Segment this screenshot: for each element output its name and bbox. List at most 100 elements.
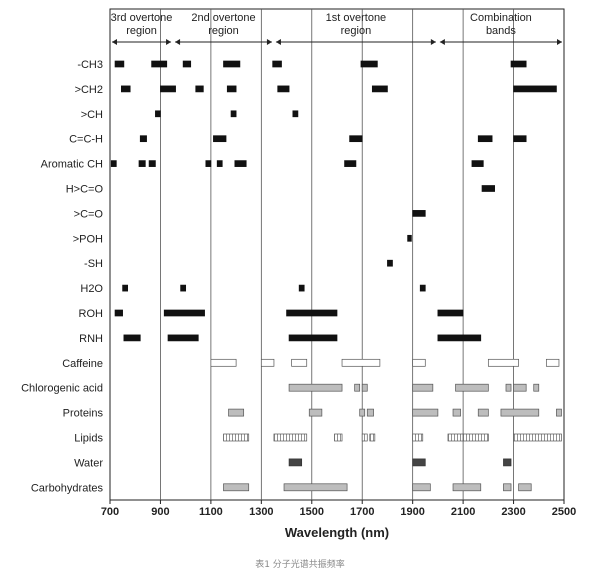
band-caffeine: [412, 358, 426, 367]
band-ch3: [114, 60, 125, 68]
band-ch3: [182, 60, 192, 68]
band-ch2: [226, 85, 237, 93]
x-tick-label: 1300: [249, 506, 273, 518]
band-c-c-h: [213, 135, 227, 143]
band-aromatic-ch: [216, 160, 223, 167]
band-lipids: [223, 433, 250, 442]
arrow-head: [275, 39, 281, 45]
band-c-c-h: [513, 135, 527, 143]
x-tick-label: 1100: [199, 506, 223, 518]
band-caffeine: [291, 358, 308, 367]
band-rnh: [167, 334, 199, 342]
band-proteins: [477, 408, 489, 417]
arrow-head: [557, 39, 562, 45]
band-aromatic-ch: [138, 160, 146, 167]
arrow-head: [175, 39, 181, 45]
region-label: region: [341, 25, 372, 37]
band-aromatic-ch: [205, 160, 212, 167]
row-label-sh: -SH: [84, 258, 103, 270]
band-sh: [387, 259, 393, 267]
x-tick-label: 1700: [350, 506, 374, 518]
row-label-lipids: Lipids: [74, 433, 103, 445]
x-tick-label: 1500: [300, 506, 324, 518]
row-label-roh: ROH: [79, 308, 104, 320]
band-carbohydrates: [412, 483, 431, 492]
band-proteins: [308, 408, 323, 417]
band-h2o: [180, 284, 187, 292]
band-aromatic-ch: [471, 160, 484, 167]
band-ch2: [195, 85, 204, 93]
row-label-ch2: >CH2: [75, 84, 103, 96]
band-aromatic-ch: [344, 160, 357, 167]
x-tick-label: 1900: [400, 506, 424, 518]
row-label-c-o: >C=O: [74, 208, 104, 220]
region-label: 2nd overtone: [191, 12, 255, 24]
band-ch2: [371, 85, 388, 93]
x-tick-label: 700: [101, 506, 119, 518]
band-h-c-o: [481, 185, 495, 192]
row-label-poh: >POH: [73, 233, 103, 245]
band-ch3: [510, 60, 527, 68]
x-tick-label: 2300: [501, 506, 525, 518]
band-lipids: [412, 433, 424, 442]
band-ch2: [120, 85, 131, 93]
x-tick-label: 900: [151, 506, 169, 518]
band-carbohydrates: [503, 483, 512, 492]
band-proteins: [228, 408, 245, 417]
x-axis-label: Wavelength (nm): [285, 525, 389, 540]
band-aromatic-ch: [234, 160, 247, 167]
region-label: region: [208, 25, 239, 37]
band-aromatic-ch: [148, 160, 156, 167]
band-rnh: [437, 334, 482, 342]
band-ch: [155, 110, 161, 118]
row-label-ch: >CH: [81, 109, 103, 121]
x-tick-label: 2100: [451, 506, 475, 518]
band-lipids: [462, 433, 489, 442]
row-label-carbohydrates: Carbohydrates: [31, 482, 104, 494]
band-ch3: [223, 60, 241, 68]
band-chlorogenic-acid: [455, 383, 489, 392]
arrow-head: [166, 39, 172, 45]
band-ch3: [360, 60, 378, 68]
band-roh: [286, 309, 338, 317]
arrow-head: [439, 39, 445, 45]
band-lipids: [513, 433, 562, 442]
band-c-c-h: [349, 135, 363, 143]
band-water: [412, 458, 426, 467]
region-label: bands: [486, 25, 516, 37]
band-water: [503, 458, 512, 467]
x-tick-label: 2500: [552, 506, 576, 518]
band-ch2: [513, 85, 557, 93]
band-carbohydrates: [223, 483, 250, 492]
band-roh: [114, 309, 123, 317]
band-lipids: [447, 433, 464, 442]
row-label-ch3: -CH3: [77, 59, 103, 71]
band-rnh: [288, 334, 338, 342]
band-chlorogenic-acid: [288, 383, 343, 392]
band-c-o: [412, 210, 426, 217]
band-lipids: [369, 433, 376, 442]
band-water: [288, 458, 303, 467]
band-roh: [163, 309, 205, 317]
plot-frame: [109, 8, 565, 501]
band-chlorogenic-acid: [412, 383, 434, 392]
band-ch: [292, 110, 299, 118]
band-lipids: [273, 433, 308, 442]
band-h2o: [419, 284, 426, 292]
band-proteins: [500, 408, 540, 417]
arrow-head: [266, 39, 272, 45]
band-c-c-h: [477, 135, 493, 143]
row-label-caffeine: Caffeine: [62, 358, 103, 370]
band-carbohydrates: [518, 483, 532, 492]
band-proteins: [412, 408, 439, 417]
band-ch3: [151, 60, 168, 68]
band-lipids: [361, 433, 368, 442]
band-aromatic-ch: [110, 160, 117, 167]
row-label-proteins: Proteins: [63, 408, 104, 420]
region-label: 3rd overtone: [111, 12, 173, 24]
band-c-c-h: [139, 135, 147, 143]
